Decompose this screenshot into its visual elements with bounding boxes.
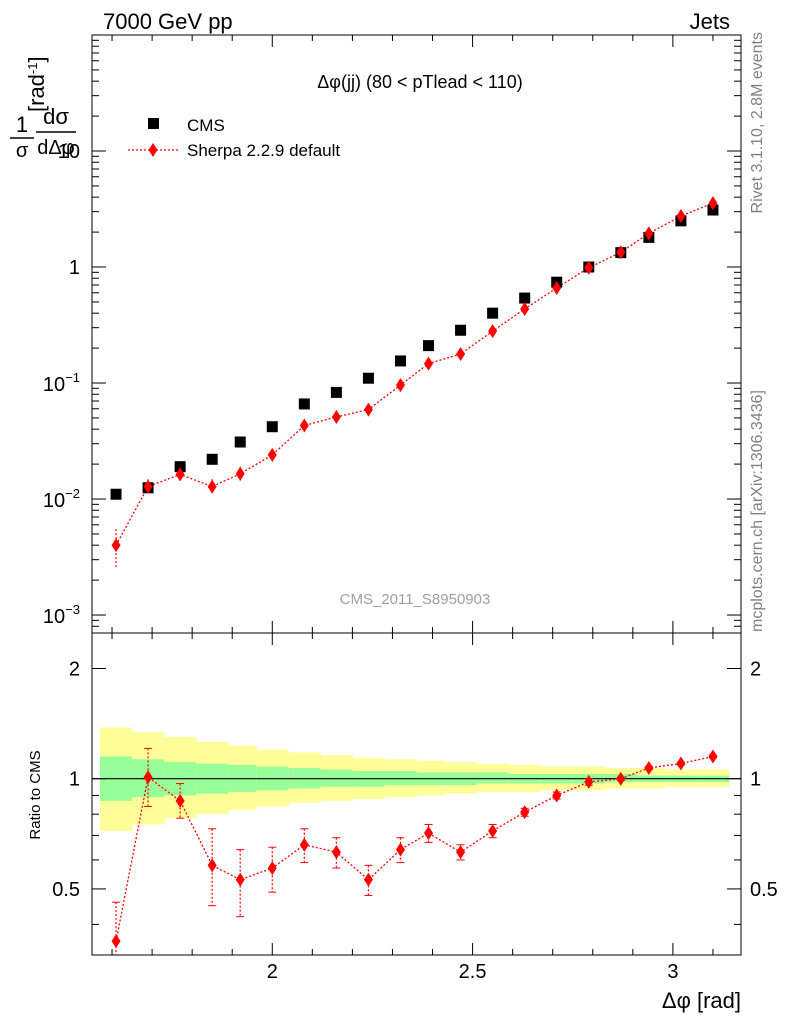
watermark-label: CMS_2011_S8950903 [340,591,491,608]
ylabel-ddphi: dΔφ [37,137,74,159]
upper-y-tick-label: 10−3 [43,602,80,628]
ratio-point [235,872,245,887]
upper-y-tick-label: 10−1 [43,370,80,396]
lower-frame [91,632,742,956]
sherpa-point [331,409,341,424]
ratio-point [424,826,434,841]
cms-point [266,421,278,433]
ratio-point [520,805,530,820]
ratio-point [584,774,594,789]
lower-plot: Ratio to CMS Δφ [rad] 2 2.5 3 2 2 1 1 0.5 0.5 [27,632,778,1013]
ratio-point [267,861,277,876]
lower-y-tick-label-right: 0.5 [750,879,778,901]
ratio-point [175,793,185,808]
lower-y-tick-label-right: 1 [750,769,761,791]
cms-point [110,488,122,500]
sherpa-point [299,418,309,433]
ylabel-sigma: σ [16,140,29,162]
cms-point [206,453,218,465]
ratio-point [331,845,341,860]
ratio-point [363,872,373,887]
ratio-line [115,755,714,942]
sherpa-point [207,479,217,494]
sherpa-point [235,466,245,481]
legend-sherpa-label: Sherpa 2.2.9 default [187,141,340,160]
side-text-top: Rivet 3.1.10, 2.8M events [749,32,766,213]
lower-y-tick-label-left: 1 [69,769,80,791]
sherpa-point [267,447,277,462]
sherpa-point [616,245,626,260]
lower-y-tick-label-right: 2 [750,658,761,680]
sherpa-point [395,378,405,393]
sherpa-point [111,538,121,553]
ratio-point [143,770,153,785]
ratio-point [552,788,562,803]
upper-y-axis-label: 1 σ dσ dΔφ [rad-1] [10,56,76,162]
upper-title: Δφ(jj) (80 < pTlead < 110) [317,72,522,92]
upper-y-tick-label: 1 [69,257,80,279]
sherpa-point [456,346,466,361]
ratio-point [616,771,626,786]
sherpa-point [708,196,718,211]
header-left: 7000 GeV pp [103,9,233,34]
sherpa-point [676,209,686,224]
cms-point [362,372,374,384]
ratio-point [111,934,121,949]
ratio-series [111,747,718,955]
upper-y-tick-label: 10 [58,141,80,163]
ratio-point [676,756,686,771]
ratio-point [395,842,405,857]
cms-point [330,386,342,398]
sherpa-point [143,479,153,494]
sherpa-point [424,356,434,371]
ratio-point [456,845,466,860]
sherpa-line [115,202,714,546]
ratio-point [708,749,718,764]
cms-point [423,340,435,352]
sherpa-point [584,260,594,275]
ylabel-units: [rad-1] [24,56,49,112]
x-axis-label: Δφ [rad] [662,988,741,1013]
cms-point [174,461,186,473]
legend-cms-marker [148,118,159,129]
side-text-bottom: mcplots.cern.ch [arXiv:1306.3436] [749,390,766,632]
ratio-point [207,858,217,873]
cms-point [455,324,467,336]
sherpa-point [488,324,498,339]
legend: CMS Sherpa 2.2.9 default [128,116,340,160]
sherpa-point [520,301,530,316]
upper-plot: Δφ(jj) (80 < pTlead < 110) CMS_2011_S895… [10,34,742,634]
band-green [476,772,510,784]
upper-y-tick-label: 10−2 [43,486,80,512]
sherpa-point [644,226,654,241]
cms-point [298,398,310,410]
cms-point [394,355,406,367]
x-tick-label: 3 [667,961,678,983]
x-tick-label: 2.5 [459,961,487,983]
legend-sherpa-marker [148,143,158,157]
sherpa-point [552,280,562,295]
header-right: Jets [690,9,730,34]
ratio-point [299,837,309,852]
ratio-point [644,760,654,775]
ylabel-one: 1 [16,112,28,137]
sherpa-point [175,467,185,482]
band-green [384,770,417,786]
lower-y-tick-label-left: 0.5 [52,879,80,901]
ratio-point [488,823,498,838]
cms-point [234,436,246,448]
cms-point [487,307,499,319]
cms-point [519,292,531,304]
lower-y-axis-label: Ratio to CMS [27,750,44,839]
lower-y-tick-label-left: 2 [69,658,80,680]
sherpa-point [363,402,373,417]
legend-cms-label: CMS [187,116,225,135]
ylabel-dsigma: dσ [43,104,69,129]
x-tick-label: 2 [267,961,278,983]
